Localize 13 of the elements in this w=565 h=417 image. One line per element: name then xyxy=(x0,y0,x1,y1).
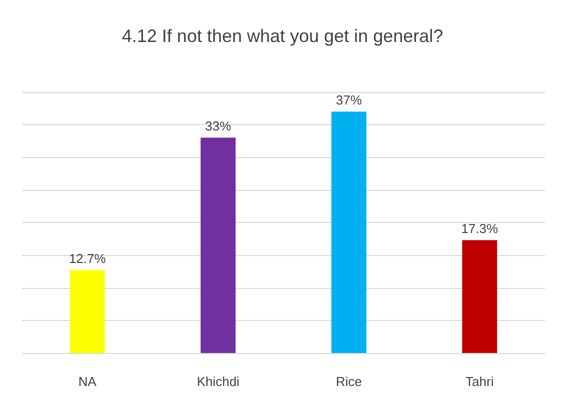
bar xyxy=(200,138,236,353)
data-label: 37% xyxy=(336,92,362,108)
bar xyxy=(70,270,105,353)
x-tick-label: Khichdi xyxy=(196,374,240,389)
data-label: 33% xyxy=(205,118,232,134)
x-tick-label: Rice xyxy=(336,374,362,389)
data-label: 12.7% xyxy=(68,251,106,266)
chart-title: 4.12 If not then what you get in general? xyxy=(122,26,444,46)
bar xyxy=(462,240,498,353)
x-tick-label: Tahri xyxy=(466,374,494,389)
data-label: 17.3% xyxy=(461,221,498,236)
bar xyxy=(331,112,366,353)
x-tick-label: NA xyxy=(78,374,97,389)
